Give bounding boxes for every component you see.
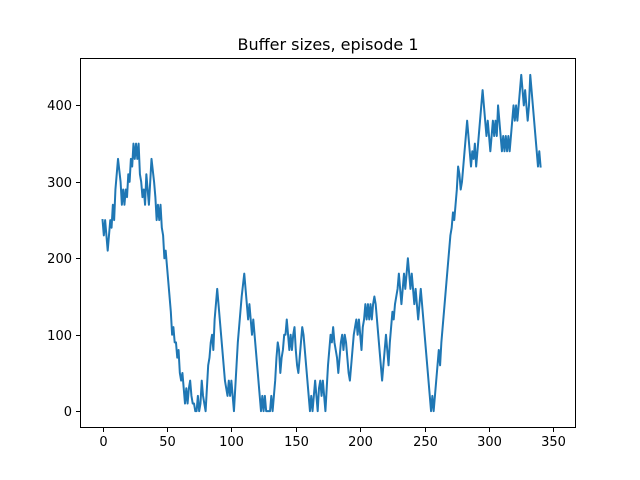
chart-title: Buffer sizes, episode 1 <box>237 35 418 54</box>
y-tick-label: 100 <box>47 329 72 344</box>
x-tick-label: 50 <box>159 435 176 450</box>
x-tick-label: 350 <box>541 435 566 450</box>
x-tick-label: 300 <box>477 435 502 450</box>
x-tick-label: 0 <box>99 435 107 450</box>
x-tick-label: 150 <box>284 435 309 450</box>
y-tick-label: 300 <box>47 176 72 191</box>
y-tick-label: 400 <box>47 99 72 114</box>
x-tick-label: 250 <box>413 435 438 450</box>
y-tick-label: 0 <box>64 405 72 420</box>
x-tick-label: 200 <box>348 435 373 450</box>
x-tick-label: 100 <box>219 435 244 450</box>
plot-area <box>101 73 542 413</box>
y-tick-label: 200 <box>47 252 72 267</box>
axes-frame <box>80 58 576 428</box>
series-line-0 <box>101 73 542 413</box>
